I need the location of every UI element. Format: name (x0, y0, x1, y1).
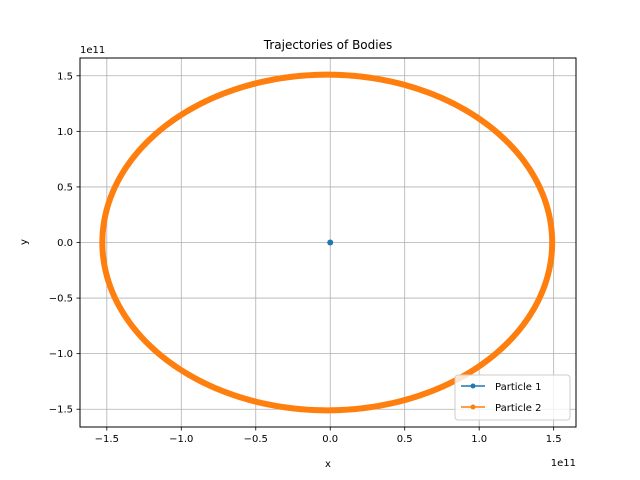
x-tick-label: −0.5 (244, 434, 268, 445)
legend-label-particle-1: Particle 1 (495, 382, 542, 393)
x-tick-label: −1.0 (169, 434, 193, 445)
y-axis-label: y (19, 239, 30, 245)
x-tick-label: 0.0 (322, 434, 338, 445)
x-tick-label: −1.5 (95, 434, 119, 445)
data-series (99, 71, 556, 414)
series-particle-2-orbit (99, 71, 556, 414)
x-axis-label: x (325, 459, 331, 470)
legend-label-particle-2: Particle 2 (495, 403, 542, 414)
y-tick-label: −1.0 (49, 349, 73, 360)
legend-marker-particle-2 (470, 404, 476, 410)
y-axis-offset-label: 1e11 (80, 45, 105, 56)
y-tick-label: −0.5 (49, 294, 73, 305)
x-tick-label: 1.0 (471, 434, 487, 445)
chart-title: Trajectories of Bodies (263, 38, 392, 52)
legend: Particle 1 Particle 2 (454, 374, 571, 421)
x-tick-label: 1.5 (546, 434, 562, 445)
y-tick-label: 0.0 (57, 238, 73, 249)
y-tick-label: 1.5 (57, 71, 73, 82)
legend-marker-particle-1 (470, 383, 476, 389)
x-tick-label: 0.5 (397, 434, 413, 445)
x-axis-offset-label: 1e11 (551, 458, 576, 469)
y-tick-label: −1.5 (49, 405, 73, 416)
y-tick-label: 1.0 (57, 127, 73, 138)
y-tick-label: 0.5 (57, 182, 73, 193)
series-particle-1-point (327, 239, 334, 246)
axis-ticks: −1.5 −1.0 −0.5 0.0 0.5 1.0 1.5 −1.5 −1.0 −0.5 0.0 0… (49, 71, 562, 445)
